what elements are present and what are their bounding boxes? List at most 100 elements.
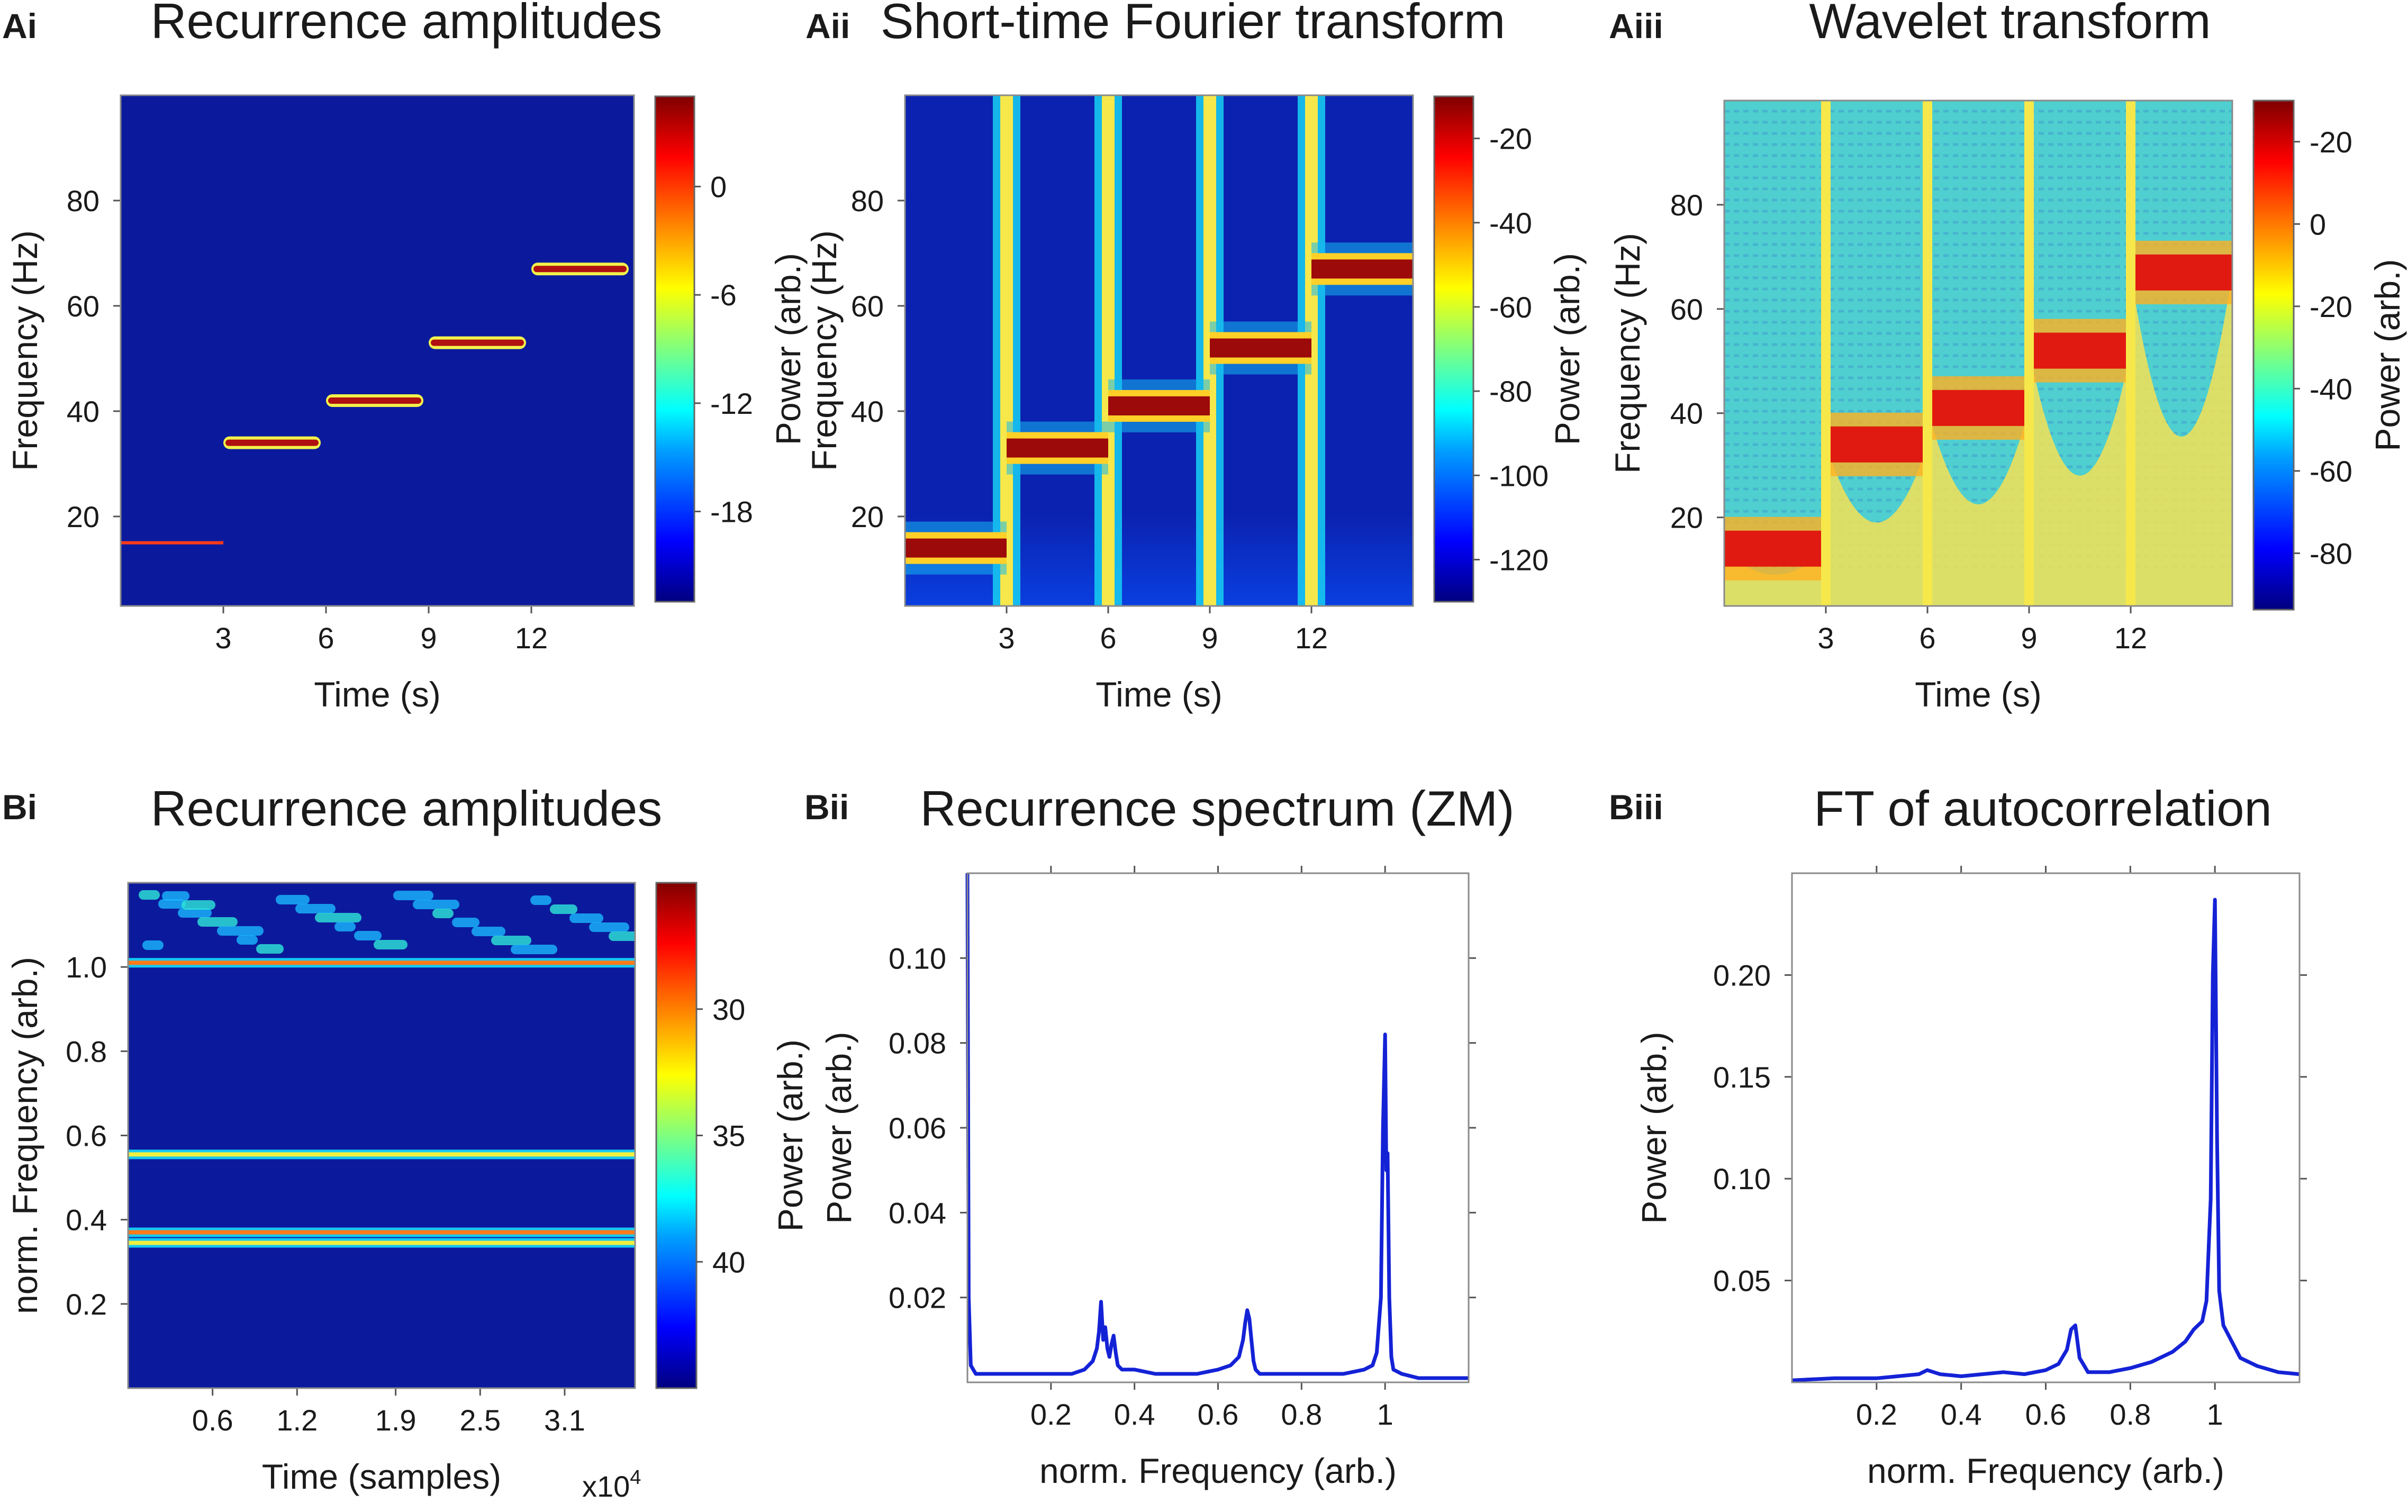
y-tick-label: 60 [67, 289, 99, 323]
x-tick-label: 0.4 [1941, 1398, 1982, 1431]
x-tick-label: 12 [515, 621, 548, 655]
x-tick-label: 0.6 [192, 1404, 233, 1437]
x-tick-label: 0.8 [2110, 1398, 2151, 1431]
y-axis-label: Power (arb.) [1634, 1031, 1673, 1224]
colorbar-tick-label: -12 [710, 387, 753, 420]
plot-frame [904, 94, 1414, 607]
band [1826, 426, 1927, 463]
heatmap-background [121, 95, 634, 606]
speckle [511, 945, 557, 954]
x-tick-label: 6 [318, 621, 334, 655]
transition-core [1923, 101, 1932, 606]
speckle [491, 936, 531, 945]
speckle [162, 891, 189, 901]
panel-title: Recurrence amplitudes [151, 781, 663, 836]
x-tick-label: 0.6 [2025, 1398, 2067, 1431]
colorbar-tick-label: -100 [1489, 459, 1549, 492]
panel-label: Biii [1609, 787, 1663, 827]
panel-title: Recurrence amplitudes [151, 0, 663, 49]
recurrence-band [328, 397, 421, 404]
x-tick-label: 1.9 [375, 1404, 417, 1437]
panel-aii: Aii Short-time Fourier transform 3 6 9 12 20 40… [804, 0, 1587, 714]
series-line [1791, 898, 2300, 1382]
y-tick-label: 0.10 [889, 941, 946, 975]
heatmap [1724, 101, 2232, 606]
speckle [452, 918, 479, 927]
panel-bi: Bi Recurrence amplitudes 0.6 1.2 1.9 2.5 3.1 0.… [2, 781, 810, 1503]
x-tick-label: 12 [2114, 621, 2147, 655]
speckle [334, 922, 356, 931]
plot-frame [1791, 872, 2301, 1383]
y-tick-label: 20 [67, 500, 99, 533]
colorbar-label: Power (arb.) [2368, 259, 2407, 451]
x-tick-label: 1 [2207, 1398, 2223, 1431]
colorbar [654, 95, 695, 603]
speckle [530, 895, 551, 905]
plot-frame [127, 882, 636, 1389]
band [128, 1230, 635, 1235]
colorbar-tick-label: -80 [1489, 375, 1532, 408]
wavelet-cone [2131, 272, 2232, 606]
x-tick-label: 0.4 [1114, 1398, 1155, 1431]
y-axis-label: Power (arb.) [819, 1031, 858, 1224]
y-tick-label: 20 [851, 500, 884, 533]
y-tick-label: 0.6 [66, 1119, 107, 1153]
wavelet-cone [2029, 350, 2131, 606]
x-tick-label: 9 [1201, 621, 1218, 655]
band [128, 961, 635, 965]
speckle [178, 908, 212, 918]
band [128, 1241, 635, 1245]
colorbar-tick-label: -80 [2310, 537, 2352, 570]
plot-frame [1723, 99, 2233, 607]
x-tick-label: 1.2 [276, 1404, 318, 1437]
colorbar-tick-label: 0 [710, 170, 727, 204]
band [1927, 390, 2029, 426]
y-axis-label: Frequency (Hz) [5, 230, 44, 471]
colorbar-tick-label: 0 [2310, 207, 2326, 241]
colorbar-tick-label: -20 [2310, 125, 2352, 159]
speckle [609, 931, 635, 941]
transition-core [1102, 95, 1115, 606]
panel-label: Aii [805, 6, 850, 46]
recurrence-band [533, 266, 627, 273]
x-tick-label: 6 [1100, 621, 1116, 655]
speckle [569, 913, 603, 923]
colorbar-tick-label: -40 [1489, 206, 1532, 240]
wavelet-cone [1826, 444, 1927, 606]
speckle [237, 935, 258, 945]
band [1108, 396, 1210, 415]
x-axis-label: Time (samples) [262, 1457, 501, 1496]
y-tick-label: 1.0 [66, 950, 107, 984]
x-tick-label: 0.2 [1856, 1398, 1897, 1431]
x-axis-label: Time (s) [314, 675, 441, 714]
y-axis-label: norm. Frequency (arb.) [5, 957, 44, 1314]
panel-label: Ai [2, 6, 37, 46]
speckle [295, 904, 336, 913]
x-axis-label: norm. Frequency (arb.) [1039, 1451, 1397, 1490]
colorbar-tick-label: -6 [710, 278, 737, 312]
colorbar-tick-label: -40 [2310, 372, 2352, 405]
colorbar-tick-label: 40 [712, 1245, 745, 1279]
speckle [256, 944, 284, 954]
y-tick-label: 0.4 [66, 1203, 107, 1237]
x-axis-label: norm. Frequency (arb.) [1867, 1451, 2224, 1490]
band [1007, 438, 1108, 458]
band [1311, 259, 1413, 279]
speckle [374, 940, 408, 949]
heatmap [128, 883, 635, 1388]
speckle [158, 899, 186, 909]
x-tick-label: 2.5 [459, 1404, 501, 1437]
transition-core [1821, 101, 1831, 606]
y-tick-label: 0.06 [889, 1111, 946, 1145]
y-tick-label: 60 [851, 289, 884, 323]
panel-aiii: Aiii Wavelet transform 3 6 9 12 20 40 60 80 Time (… [1608, 0, 2407, 714]
x-tick-label: 3 [215, 621, 231, 655]
panel-label: Bii [804, 787, 849, 827]
heatmap [121, 95, 634, 606]
transition-core [2126, 101, 2135, 606]
speckle [432, 909, 454, 918]
plot-frame [966, 872, 1470, 1383]
y-tick-label: 80 [67, 184, 99, 218]
panel-biii: Biii FT of autocorrelation 0.2 0.4 0.6 0.8 1 0.… [1609, 781, 2307, 1490]
y-tick-label: 80 [851, 184, 884, 218]
